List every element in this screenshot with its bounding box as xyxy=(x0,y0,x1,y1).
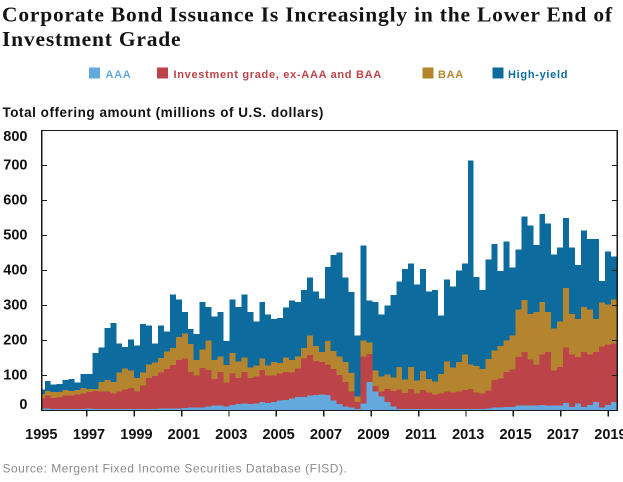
svg-text:Investment Grade: Investment Grade xyxy=(2,27,181,51)
svg-text:200: 200 xyxy=(3,333,27,349)
svg-text:1999: 1999 xyxy=(120,427,152,443)
svg-text:AAA: AAA xyxy=(106,69,132,81)
svg-text:600: 600 xyxy=(3,193,27,209)
svg-text:300: 300 xyxy=(3,298,27,314)
svg-text:2007: 2007 xyxy=(310,427,342,443)
svg-text:2005: 2005 xyxy=(262,427,294,443)
svg-text:Investment grade, ex-AAA and B: Investment grade, ex-AAA and BAA xyxy=(174,69,382,81)
svg-text:2003: 2003 xyxy=(215,427,247,443)
svg-text:2019: 2019 xyxy=(594,427,623,443)
svg-text:Corporate Bond Issuance Is Inc: Corporate Bond Issuance Is Increasingly … xyxy=(2,3,613,27)
svg-text:500: 500 xyxy=(3,228,27,244)
svg-text:700: 700 xyxy=(3,158,27,174)
svg-text:1995: 1995 xyxy=(25,427,57,443)
svg-text:800: 800 xyxy=(3,129,27,145)
svg-text:100: 100 xyxy=(3,368,27,384)
svg-text:2009: 2009 xyxy=(357,427,389,443)
svg-text:Source: Mergent Fixed Income S: Source: Mergent Fixed Income Securities … xyxy=(3,462,348,476)
svg-text:2017: 2017 xyxy=(547,427,579,443)
svg-text:High-yield: High-yield xyxy=(508,69,568,81)
svg-text:2001: 2001 xyxy=(168,427,200,443)
svg-text:2013: 2013 xyxy=(452,427,484,443)
svg-text:1997: 1997 xyxy=(73,427,105,443)
svg-text:Total offering amount (million: Total offering amount (millions of U.S. … xyxy=(3,105,324,120)
svg-text:BAA: BAA xyxy=(438,69,464,81)
svg-text:400: 400 xyxy=(3,263,27,279)
svg-text:0: 0 xyxy=(19,397,27,413)
svg-text:2015: 2015 xyxy=(499,427,531,443)
svg-text:2011: 2011 xyxy=(405,427,436,443)
